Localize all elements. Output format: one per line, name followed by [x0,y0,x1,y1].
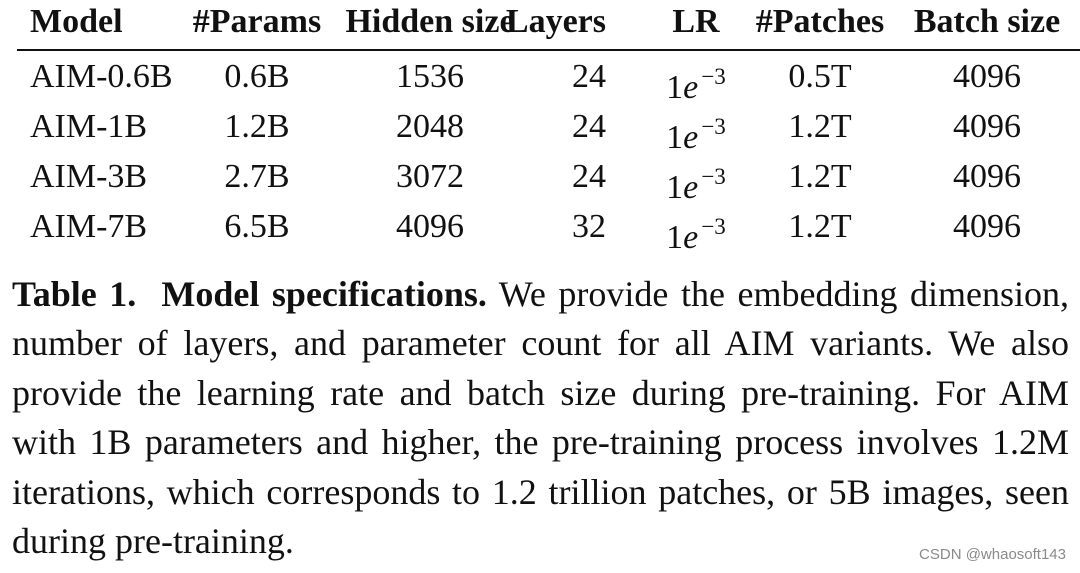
lr-base: 1 [666,218,684,256]
lr-e: e [683,168,699,206]
lr-exp: −3 [701,164,726,190]
table-cell-lr: 1e −3 [666,207,726,258]
lr-base: 1 [666,68,684,106]
table-cell-layers: 24 [572,58,606,95]
header-rule [17,49,1080,51]
table-cell-hidden: 1536 [396,58,464,95]
table-cell-lr: 1e −3 [666,57,726,108]
lr-e: e [683,68,699,106]
table-cell-patches: 1.2T [788,158,852,195]
table-cell-batch: 4096 [953,208,1021,245]
table-cell-model: AIM-7B [30,208,148,245]
lr-e: e [683,118,699,156]
table-cell-patches: 0.5T [788,58,852,95]
lr-base: 1 [666,168,684,206]
table-caption: Table 1. Model specifications. We provid… [12,270,1069,566]
table-cell-layers: 24 [572,158,606,195]
table-cell-params: 6.5B [224,208,290,245]
caption-aim: AIM [999,372,1069,413]
caption-title: Model specifications. [161,274,487,314]
column-header: Layers [505,3,606,40]
table-cell-batch: 4096 [953,108,1021,145]
table-cell-model: AIM-0.6B [30,58,173,95]
watermark: CSDN @whaosoft143 [919,546,1066,563]
lr-base: 1 [666,118,684,156]
lr-exp: −3 [701,214,726,240]
table-cell-layers: 32 [572,208,606,245]
table-cell-hidden: 4096 [396,208,464,245]
table-cell-hidden: 2048 [396,108,464,145]
table-cell-model: AIM-3B [30,158,148,195]
table-cell-patches: 1.2T [788,108,852,145]
column-header: #Patches [755,3,885,40]
lr-e: e [683,218,699,256]
lr-exp: −3 [701,64,726,90]
table-cell-lr: 1e −3 [666,107,726,158]
table-cell-batch: 4096 [953,58,1021,95]
column-header: Model [30,3,123,40]
column-header: Hidden size [345,3,515,40]
table-cell-params: 1.2B [224,108,290,145]
column-header: LR [672,3,720,40]
caption-aim: AIM [724,323,795,364]
column-header: Batch size [913,3,1061,40]
caption-label: Table 1. [12,274,137,314]
table-cell-lr: 1e −3 [666,157,726,208]
table-cell-patches: 1.2T [788,208,852,245]
table-cell-params: 2.7B [224,158,290,195]
caption-text: We provide the embedding dimension, numb… [12,274,1069,364]
column-header: #Params [192,3,322,40]
lr-exp: −3 [701,114,726,140]
table-cell-batch: 4096 [953,158,1021,195]
table-cell-hidden: 3072 [396,158,464,195]
table-cell-layers: 24 [572,108,606,145]
table-cell-params: 0.6B [224,58,290,95]
caption-text: variants. We also provide the learning r… [12,323,1069,413]
table-cell-model: AIM-1B [30,108,148,145]
caption-text: with 1B parameters and higher, the pre-t… [12,422,1069,562]
